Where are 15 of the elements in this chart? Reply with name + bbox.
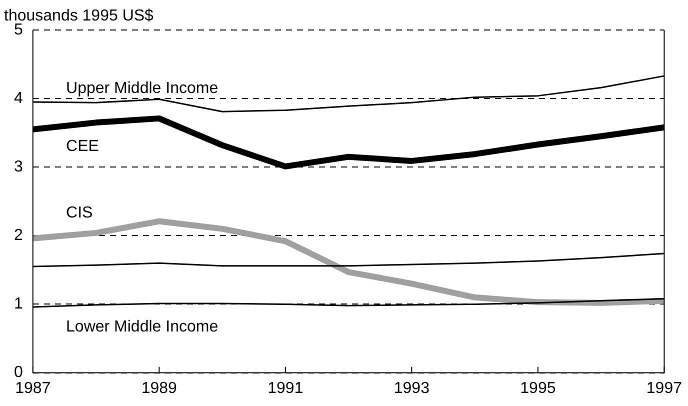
series-label: CIS [66, 204, 93, 222]
y-tick-label: 1 [14, 296, 23, 313]
x-tick-label: 1997 [646, 380, 682, 397]
series-label: CEE [66, 138, 99, 155]
y-tick-label: 0 [14, 364, 23, 382]
x-tick-label: 1995 [520, 380, 556, 397]
x-tick-label: 1987 [15, 380, 51, 397]
x-tick-label: 1991 [268, 380, 304, 397]
x-tick-label: 1993 [394, 380, 430, 397]
y-tick-label: 2 [14, 227, 23, 244]
series-label: Lower Middle Income [66, 318, 218, 336]
x-tick-label: 1989 [141, 380, 178, 397]
y-tick-label: 4 [14, 90, 23, 107]
y-tick-label: 3 [14, 158, 23, 176]
series-label: Upper Middle Income [66, 80, 218, 98]
